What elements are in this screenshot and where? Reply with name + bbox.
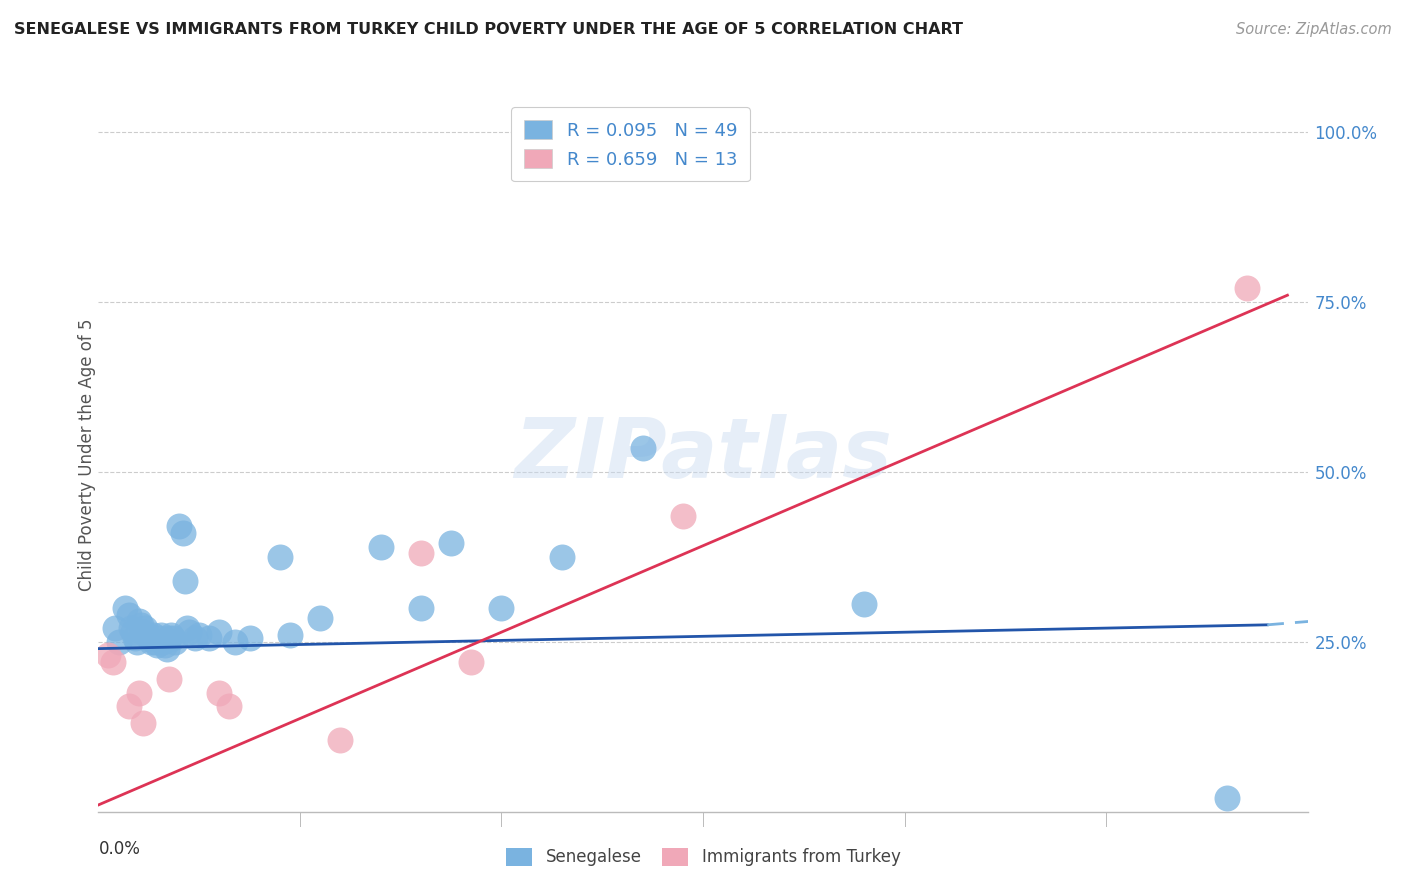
Point: [138, 632, 160, 646]
Point: [167, 519, 190, 533]
Point: [157, 632, 180, 646]
Point: [121, 624, 143, 639]
Point: [409, 600, 432, 615]
Point: [853, 598, 876, 612]
Point: [160, 628, 183, 642]
Point: [172, 526, 194, 541]
Point: [128, 615, 150, 629]
Point: [118, 699, 141, 714]
Text: SENEGALESE VS IMMIGRANTS FROM TURKEY CHILD POVERTY UNDER THE AGE OF 5 CORRELATIO: SENEGALESE VS IMMIGRANTS FROM TURKEY CHI…: [14, 22, 963, 37]
Point: [153, 638, 176, 652]
Point: [460, 655, 482, 669]
Point: [149, 628, 172, 642]
Point: [309, 611, 332, 625]
Point: [162, 632, 184, 646]
Point: [179, 624, 201, 639]
Point: [176, 621, 198, 635]
Point: [118, 607, 141, 622]
Point: [1216, 791, 1239, 805]
Point: [128, 686, 150, 700]
Legend: Senegalese, Immigrants from Turkey: Senegalese, Immigrants from Turkey: [498, 839, 908, 875]
Point: [224, 635, 246, 649]
Point: [218, 699, 240, 714]
Point: [188, 628, 211, 642]
Point: [139, 635, 162, 649]
Point: [370, 540, 392, 554]
Point: [184, 632, 207, 646]
Point: [1236, 281, 1258, 295]
Point: [329, 733, 352, 747]
Point: [132, 624, 155, 639]
Point: [631, 441, 654, 455]
Point: [269, 549, 291, 564]
Point: [198, 632, 221, 646]
Point: [551, 549, 574, 564]
Point: [208, 686, 231, 700]
Text: 0.0%: 0.0%: [98, 840, 141, 858]
Point: [440, 536, 463, 550]
Point: [101, 655, 124, 669]
Point: [132, 716, 155, 731]
Point: [97, 648, 120, 663]
Point: [239, 632, 262, 646]
Point: [146, 638, 169, 652]
Point: [156, 641, 179, 656]
Point: [157, 672, 180, 686]
Y-axis label: Child Poverty Under the Age of 5: Child Poverty Under the Age of 5: [79, 318, 96, 591]
Point: [142, 628, 165, 642]
Point: [208, 624, 231, 639]
Point: [278, 628, 301, 642]
Point: [120, 621, 142, 635]
Text: ZIPatlas: ZIPatlas: [515, 415, 891, 495]
Point: [152, 635, 174, 649]
Point: [672, 509, 695, 524]
Point: [107, 635, 129, 649]
Point: [129, 617, 152, 632]
Point: [148, 632, 170, 646]
Point: [125, 635, 148, 649]
Point: [134, 621, 156, 635]
Point: [124, 632, 146, 646]
Point: [114, 600, 136, 615]
Text: Source: ZipAtlas.com: Source: ZipAtlas.com: [1236, 22, 1392, 37]
Point: [143, 635, 166, 649]
Point: [409, 546, 432, 560]
Point: [103, 621, 125, 635]
Point: [135, 628, 157, 642]
Point: [174, 574, 197, 588]
Point: [491, 600, 513, 615]
Point: [163, 635, 186, 649]
